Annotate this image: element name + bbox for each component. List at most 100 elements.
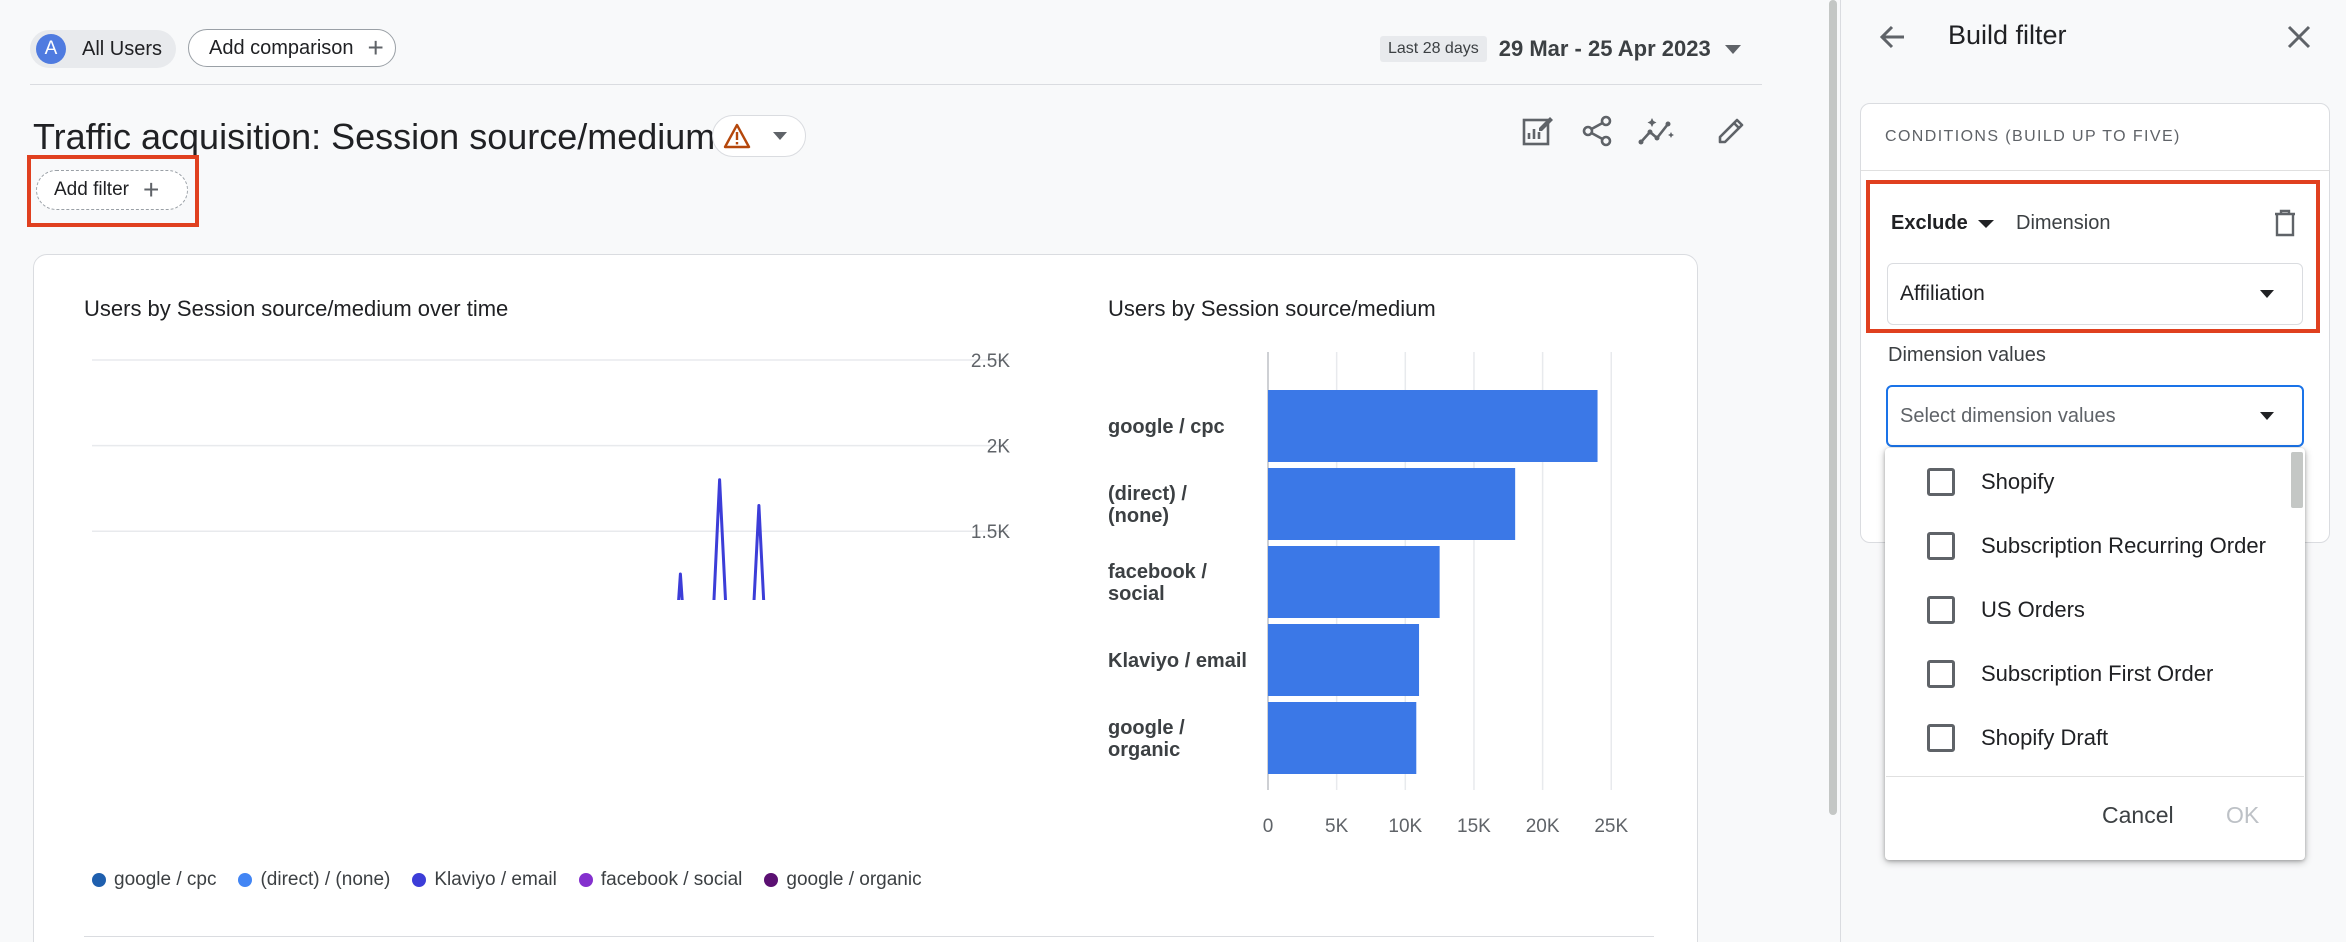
condition-mode-dropdown[interactable]: Exclude — [1891, 212, 1994, 235]
card-divider — [84, 936, 1654, 937]
conditions-heading: CONDITIONS (BUILD UP TO FIVE) — [1885, 128, 2181, 145]
arrow-back-icon[interactable] — [1876, 20, 1910, 59]
cancel-button[interactable]: Cancel — [2102, 802, 2174, 828]
date-range-text: 29 Mar - 25 Apr 2023 — [1498, 36, 1711, 61]
report-toolbar — [1518, 112, 1750, 150]
option-label: US Orders — [1981, 597, 2085, 622]
option-label: Subscription First Order — [1981, 661, 2214, 686]
bar-category-label: organic — [1108, 739, 1180, 761]
customize-report-icon[interactable] — [1518, 112, 1556, 150]
legend-label: google / organic — [786, 869, 922, 890]
all-users-chip[interactable]: A All Users — [30, 30, 176, 68]
avatar: A — [36, 34, 66, 64]
legend-swatch — [764, 873, 779, 887]
add-comparison-button[interactable]: Add comparison + — [188, 29, 396, 67]
checkbox[interactable] — [1927, 596, 1955, 624]
caret-down-icon — [1977, 219, 1994, 228]
legend-item[interactable]: google / cpc — [92, 869, 216, 891]
option-label: Shopify — [1981, 469, 2055, 494]
x-tick-label: 0 — [1263, 816, 1274, 837]
legend-swatch — [412, 873, 427, 887]
add-filter-label: Add filter — [54, 179, 129, 200]
page-title: Traffic acquisition: Session source/medi… — [33, 116, 716, 157]
bar — [1268, 702, 1417, 774]
delete-icon[interactable] — [2272, 208, 2298, 243]
plus-icon: + — [142, 174, 160, 205]
legend-label: facebook / social — [600, 869, 743, 890]
chevron-down-icon — [1724, 44, 1741, 54]
option-label: Subscription Recurring Order — [1981, 533, 2266, 558]
edit-icon[interactable] — [1712, 112, 1750, 150]
option-shopify-draft[interactable]: Shopify Draft — [1927, 724, 2108, 752]
panel-title: Build filter — [1948, 20, 2067, 50]
line-chart-legend: google / cpc (direct) / (none) Klaviyo /… — [92, 869, 922, 891]
bar-chart: 0 5K 10K 15K 20K 25K google / cpc (direct) /(no… — [1108, 352, 1628, 837]
legend-item[interactable]: Klaviyo / email — [412, 869, 557, 891]
plus-icon: + — [367, 32, 384, 63]
y-tick-label: 2.5K — [971, 351, 1010, 372]
legend-item[interactable]: google / organic — [764, 869, 922, 891]
x-tick-label: 25K — [1594, 816, 1628, 837]
dropdown-scrollbar[interactable] — [2291, 452, 2303, 508]
dimension-select-value: Affiliation — [1900, 282, 1985, 305]
insights-icon[interactable] — [1638, 112, 1676, 150]
bar-category-label: Klaviyo / email — [1108, 650, 1247, 672]
bar — [1268, 624, 1420, 696]
y-tick-label: 2K — [987, 437, 1011, 458]
line-chart-title: Users by Session source/medium over time — [84, 296, 509, 321]
dimension-select[interactable]: Affiliation — [1887, 263, 2303, 325]
caret-down-icon — [2260, 290, 2274, 298]
checkbox[interactable] — [1927, 468, 1955, 496]
bar-category-label: google / — [1108, 717, 1185, 739]
checkbox[interactable] — [1927, 724, 1955, 752]
share-icon[interactable] — [1578, 112, 1616, 150]
legend-swatch — [238, 873, 253, 887]
checkbox[interactable] — [1927, 660, 1955, 688]
bar — [1268, 546, 1440, 618]
dimension-values-dropdown — [1885, 448, 2305, 860]
warning-icon — [723, 123, 751, 149]
condition-highlight — [1866, 180, 2320, 333]
bar-category-label: google / cpc — [1108, 416, 1225, 438]
legend-label: google / cpc — [114, 869, 217, 890]
bar — [1268, 468, 1516, 540]
option-label: Shopify Draft — [1981, 725, 2109, 750]
date-range-picker[interactable]: Last 28 days 29 Mar - 25 Apr 2023 — [1380, 36, 1741, 62]
x-tick-label: 15K — [1457, 816, 1491, 837]
dimension-values-select[interactable]: Select dimension values — [1886, 385, 2304, 447]
legend-item[interactable]: (direct) / (none) — [238, 869, 390, 891]
bar — [1268, 390, 1598, 462]
bar-category-label: (direct) / — [1108, 483, 1187, 505]
conditions-divider — [1861, 170, 2329, 171]
option-subscription-recurring-order[interactable]: Subscription Recurring Order — [1927, 532, 2266, 560]
dropdown-divider — [1886, 776, 2304, 777]
x-tick-label: 5K — [1325, 816, 1349, 837]
add-filter-button[interactable]: Add filter + — [36, 170, 188, 210]
x-tick-label: 10K — [1388, 816, 1422, 837]
series-line — [677, 478, 766, 600]
caret-down-icon — [2260, 412, 2274, 420]
main-scrollbar[interactable] — [1829, 0, 1837, 815]
add-filter-highlight — [27, 155, 199, 227]
bar-category-label: facebook / — [1108, 561, 1207, 583]
checkbox[interactable] — [1927, 532, 1955, 560]
option-subscription-first-order[interactable]: Subscription First Order — [1927, 660, 2213, 688]
legend-label: Klaviyo / email — [434, 869, 557, 890]
option-shopify[interactable]: Shopify — [1927, 468, 2054, 496]
report-warning-menu[interactable] — [712, 115, 806, 157]
x-tick-label: 20K — [1526, 816, 1560, 837]
legend-item[interactable]: facebook / social — [578, 869, 743, 891]
bar-category-label: social — [1108, 583, 1165, 605]
header-divider — [30, 84, 1762, 85]
add-comparison-label: Add comparison — [209, 36, 354, 59]
date-preset-label: Last 28 days — [1380, 36, 1487, 62]
y-tick-label: 1.5K — [971, 522, 1010, 543]
condition-mode-label: Exclude — [1891, 212, 1968, 234]
chevron-down-icon — [773, 132, 787, 140]
ok-button[interactable]: OK — [2226, 802, 2260, 828]
close-icon[interactable] — [2282, 20, 2316, 59]
option-us-orders[interactable]: US Orders — [1927, 596, 2085, 624]
dimension-values-label: Dimension values — [1888, 344, 2046, 366]
